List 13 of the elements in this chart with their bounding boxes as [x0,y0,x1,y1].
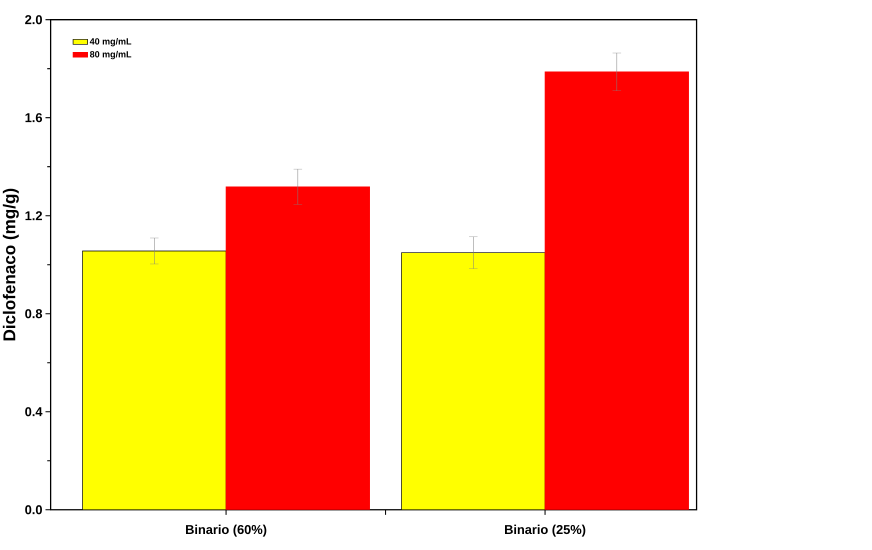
bar [82,250,226,510]
legend-label: 80 mg/mL [90,50,132,60]
y-tick-label: 0.8 [25,309,42,318]
legend-label: 40 mg/mL [90,38,132,46]
x-tick-label: Binario (25%) [505,524,586,537]
y-axis-title: Diclofenaco (mg/g) [2,188,19,340]
y-tick-label: 0.4 [25,407,42,416]
y-tick-label: 0.0 [25,505,42,514]
y-tick-label: 1.6 [25,113,42,122]
y-tick-label: 1.2 [25,211,42,220]
x-tick-label: Binario (60%) [186,524,266,537]
y-tick-label: 2.0 [25,15,42,24]
bar [401,252,546,510]
